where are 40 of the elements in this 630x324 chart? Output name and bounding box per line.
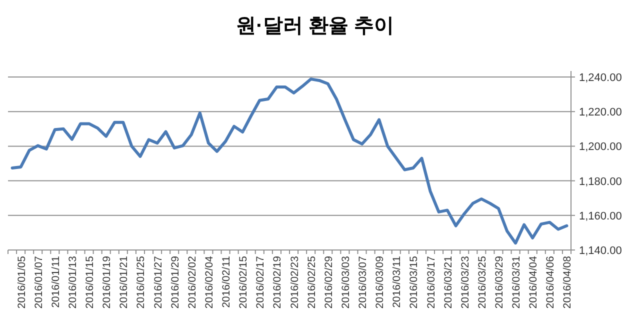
x-tick-label: 2016/04/08 (562, 256, 574, 309)
x-tick-label: 2016/04/04 (528, 256, 540, 309)
y-tick-label: 1,220.00 (579, 106, 622, 119)
x-tick-label: 2016/03/17 (425, 256, 438, 309)
x-tick-label: 2016/02/17 (254, 256, 267, 309)
y-tick-label: 1,200.00 (579, 141, 622, 154)
y-tick-label: 1,240.00 (579, 72, 622, 84)
x-tick-label: 2016/01/27 (152, 256, 164, 309)
x-tick-label: 2016/02/23 (288, 256, 301, 309)
x-tick-label: 2016/01/25 (135, 256, 148, 309)
x-tick-label: 2016/02/25 (306, 256, 318, 309)
x-tick-label: 2016/01/05 (16, 256, 28, 309)
x-tick-label: 2016/01/11 (50, 256, 62, 308)
x-tick-label: 2016/01/29 (169, 256, 182, 309)
x-tick-label: 2016/03/11 (391, 256, 404, 308)
y-tick-label: 1,180.00 (579, 176, 622, 188)
x-tick-label: 2016/02/04 (203, 256, 216, 309)
x-tick-label: 2016/02/29 (322, 256, 335, 309)
x-tick-label: 2016/03/03 (340, 256, 352, 309)
x-tick-label: 2016/03/15 (408, 256, 420, 309)
x-tick-label: 2016/02/11 (220, 256, 233, 308)
y-tick-label: 1,160.00 (579, 210, 622, 222)
x-tick-label: 2016/03/09 (374, 256, 386, 309)
x-tick-label: 2016/01/19 (101, 256, 114, 309)
x-tick-label: 2016/03/25 (476, 256, 488, 309)
x-tick-label: 2016/03/31 (510, 256, 523, 309)
chart-title: 원·달러 환율 추이 (236, 15, 394, 37)
x-tick-label: 2016/02/02 (186, 256, 198, 309)
x-tick-label: 2016/02/19 (272, 256, 284, 309)
x-tick-label: 2016/03/07 (357, 256, 370, 309)
x-tick-label: 2016/01/21 (118, 256, 130, 309)
x-tick-label: 2016/03/29 (493, 256, 506, 309)
x-tick-label: 2016/04/06 (544, 256, 557, 309)
x-tick-label: 2016/03/23 (459, 256, 472, 309)
x-tick-label: 2016/01/15 (84, 256, 96, 309)
x-tick-label: 2016/02/15 (238, 256, 250, 309)
y-tick-label: 1,140.00 (579, 245, 622, 257)
x-tick-label: 2016/01/13 (66, 256, 79, 309)
x-tick-label: 2016/03/21 (442, 256, 454, 309)
x-tick-label: 2016/01/07 (32, 256, 45, 309)
